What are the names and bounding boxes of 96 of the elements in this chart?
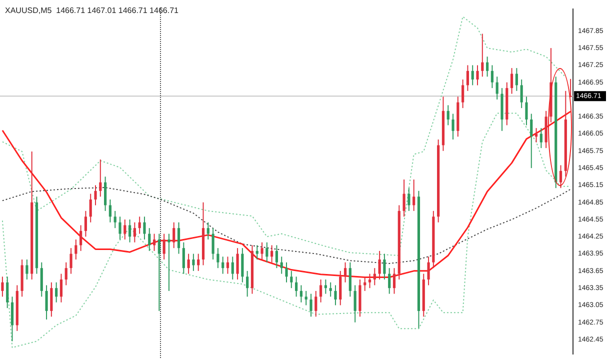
candlestick <box>197 253 200 272</box>
candlestick <box>89 193 92 223</box>
candlestick <box>26 259 28 280</box>
candlestick <box>275 244 278 269</box>
candlestick <box>187 253 190 274</box>
candlestick <box>496 76 498 100</box>
candlestick <box>64 262 68 286</box>
candlestick <box>256 244 258 260</box>
candlestick <box>373 268 376 286</box>
candlestick <box>476 64 479 86</box>
candlestick <box>40 262 43 298</box>
candlestick <box>182 242 185 274</box>
candlestick <box>481 33 484 78</box>
candlestick <box>319 279 322 303</box>
line-series <box>2 16 566 256</box>
candlestick <box>1 276 4 298</box>
candlestick <box>84 210 88 238</box>
candlestick <box>6 276 9 309</box>
candlestick <box>490 64 494 89</box>
candlestick <box>294 276 298 298</box>
candlestick <box>133 222 136 243</box>
candlestick <box>168 233 170 292</box>
candlestick <box>138 216 141 234</box>
candlestick <box>285 262 288 283</box>
candlestick <box>206 222 210 240</box>
candlestick <box>388 268 391 294</box>
candlestick <box>408 188 410 212</box>
candlestick <box>212 228 214 260</box>
candlestick <box>104 176 107 212</box>
candlestick <box>45 284 48 320</box>
candlestick <box>266 242 268 263</box>
candlestick <box>304 290 308 306</box>
candlestick <box>226 256 230 274</box>
candlestick <box>280 256 283 274</box>
candlestick <box>108 199 112 223</box>
candlestick <box>260 242 264 260</box>
candlestick <box>344 262 347 283</box>
candlestick <box>118 216 122 240</box>
candlestick <box>368 273 372 289</box>
candlestick <box>246 270 249 298</box>
candlestick <box>80 224 82 252</box>
candlestick <box>290 270 293 289</box>
candlestick <box>452 113 454 140</box>
candlestick <box>462 78 464 109</box>
candlestick <box>510 68 514 94</box>
candlestick <box>324 279 327 294</box>
candlestick <box>530 113 533 169</box>
candlestick <box>329 282 332 298</box>
candlestick <box>520 78 523 109</box>
candlestick <box>354 284 356 323</box>
candlestick <box>486 56 489 78</box>
candlestick <box>177 222 180 254</box>
candlestick <box>172 222 176 249</box>
candlestick <box>114 210 116 229</box>
candlestick <box>300 284 302 303</box>
candlestick <box>55 282 58 303</box>
candlestick <box>427 256 430 286</box>
candlestick <box>525 96 528 126</box>
candlestick <box>270 244 274 263</box>
chart-title: XAUUSD,M5 1466.71 1467.01 1466.71 1466.71 <box>5 6 178 15</box>
candlestick <box>314 290 318 318</box>
candlestick <box>70 248 72 274</box>
candlestick <box>446 104 450 126</box>
line-series <box>2 112 572 348</box>
candlestick <box>216 248 220 269</box>
candlestick <box>94 184 97 206</box>
candlestick <box>241 248 244 283</box>
candlestick <box>236 248 239 280</box>
candlestick <box>60 273 63 303</box>
candlestick <box>466 64 470 92</box>
candlestick <box>559 164 562 189</box>
candlestick <box>10 296 14 342</box>
candlestick <box>540 128 542 149</box>
candlestick <box>339 270 342 306</box>
candlestick <box>378 250 381 280</box>
candlestick <box>74 239 78 260</box>
candlestick <box>471 64 474 86</box>
candlestick <box>128 219 132 243</box>
candlestick <box>148 228 151 252</box>
candlestick <box>99 159 102 198</box>
candlestick <box>348 262 352 298</box>
candlestick <box>162 233 166 260</box>
candlestick <box>392 268 396 294</box>
candlestick <box>143 216 146 240</box>
candlestick <box>310 293 312 318</box>
candlestick <box>515 68 518 92</box>
candlestick <box>412 179 416 212</box>
candlestick <box>231 256 234 280</box>
candlestick <box>334 284 337 306</box>
candlestick <box>383 253 386 280</box>
candlestick <box>152 233 156 252</box>
candlestick <box>50 282 53 318</box>
candlestick <box>124 219 126 240</box>
candlestick <box>192 253 195 272</box>
candlestick <box>402 179 406 218</box>
candlestick <box>222 256 224 274</box>
